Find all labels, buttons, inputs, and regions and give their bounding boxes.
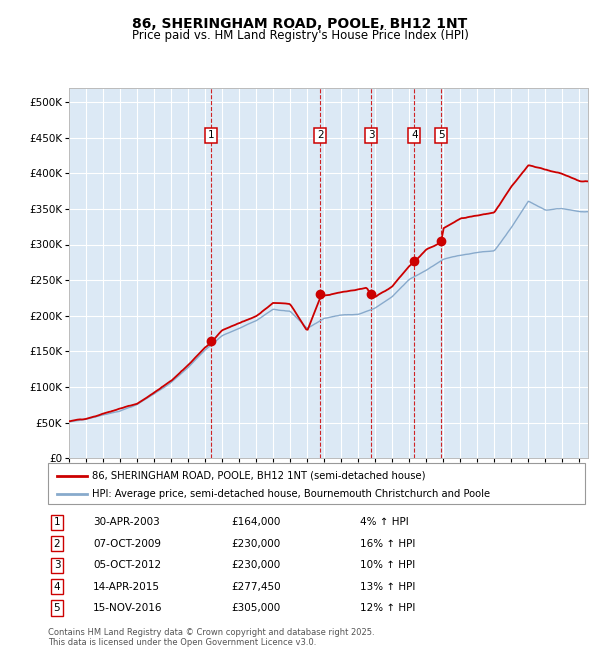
Text: 13% ↑ HPI: 13% ↑ HPI bbox=[360, 582, 415, 592]
Text: £230,000: £230,000 bbox=[231, 539, 280, 549]
Text: 30-APR-2003: 30-APR-2003 bbox=[93, 517, 160, 527]
Text: £277,450: £277,450 bbox=[231, 582, 281, 592]
Text: 05-OCT-2012: 05-OCT-2012 bbox=[93, 560, 161, 570]
Text: 1: 1 bbox=[53, 517, 61, 527]
Text: 10% ↑ HPI: 10% ↑ HPI bbox=[360, 560, 415, 570]
Text: 2: 2 bbox=[317, 131, 323, 140]
Text: 16% ↑ HPI: 16% ↑ HPI bbox=[360, 539, 415, 549]
Text: £305,000: £305,000 bbox=[231, 603, 280, 613]
Text: 14-APR-2015: 14-APR-2015 bbox=[93, 582, 160, 592]
Text: 86, SHERINGHAM ROAD, POOLE, BH12 1NT: 86, SHERINGHAM ROAD, POOLE, BH12 1NT bbox=[133, 17, 467, 31]
Text: 5: 5 bbox=[53, 603, 61, 613]
Text: 1: 1 bbox=[208, 131, 214, 140]
Text: 86, SHERINGHAM ROAD, POOLE, BH12 1NT (semi-detached house): 86, SHERINGHAM ROAD, POOLE, BH12 1NT (se… bbox=[92, 471, 425, 480]
Text: 4: 4 bbox=[411, 131, 418, 140]
Text: £230,000: £230,000 bbox=[231, 560, 280, 570]
Text: 15-NOV-2016: 15-NOV-2016 bbox=[93, 603, 163, 613]
Text: 07-OCT-2009: 07-OCT-2009 bbox=[93, 539, 161, 549]
Text: 2: 2 bbox=[53, 539, 61, 549]
Text: 3: 3 bbox=[53, 560, 61, 570]
Text: 3: 3 bbox=[368, 131, 374, 140]
Text: 4% ↑ HPI: 4% ↑ HPI bbox=[360, 517, 409, 527]
Text: HPI: Average price, semi-detached house, Bournemouth Christchurch and Poole: HPI: Average price, semi-detached house,… bbox=[92, 489, 490, 499]
Text: 12% ↑ HPI: 12% ↑ HPI bbox=[360, 603, 415, 613]
Text: Contains HM Land Registry data © Crown copyright and database right 2025.
This d: Contains HM Land Registry data © Crown c… bbox=[48, 628, 374, 647]
Text: Price paid vs. HM Land Registry's House Price Index (HPI): Price paid vs. HM Land Registry's House … bbox=[131, 29, 469, 42]
Text: £164,000: £164,000 bbox=[231, 517, 280, 527]
Text: 4: 4 bbox=[53, 582, 61, 592]
Text: 5: 5 bbox=[438, 131, 445, 140]
